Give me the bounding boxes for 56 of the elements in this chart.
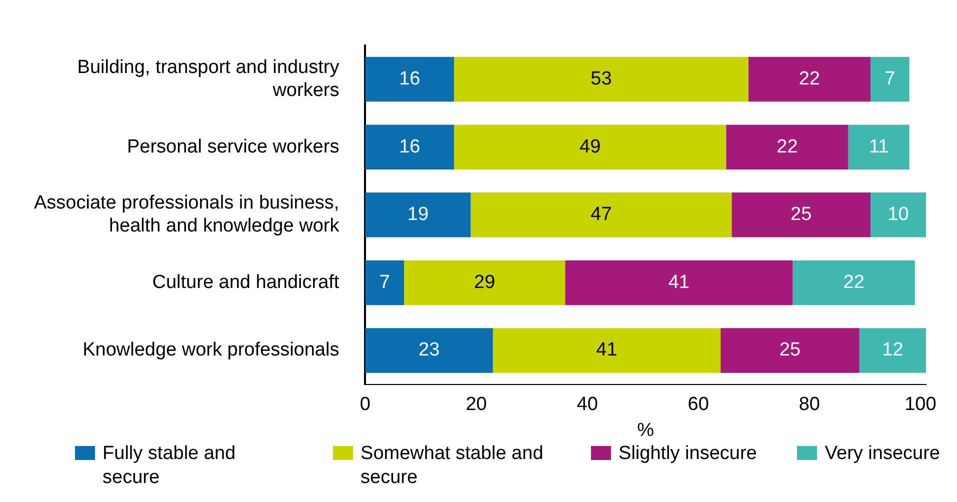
bar (365, 260, 404, 306)
legend-label: Slightly insecure (618, 442, 757, 466)
data-label: 12 (882, 340, 904, 361)
data-label: 47 (590, 204, 612, 226)
data-label: 25 (779, 340, 801, 361)
data-label: 16 (399, 136, 420, 158)
data-label: 22 (776, 136, 798, 158)
bar (720, 328, 860, 373)
bar (565, 260, 793, 306)
bar (859, 328, 926, 373)
bar (732, 192, 870, 238)
legend-label: Somewhat stable and secure (360, 442, 544, 490)
bar (492, 328, 721, 373)
bar (365, 56, 454, 102)
y-tick-label: Building, transport and industry workers (77, 57, 340, 101)
x-tick-label: 60 (688, 394, 709, 416)
bar (848, 124, 910, 170)
data-label: 49 (580, 136, 601, 158)
data-label: 19 (407, 204, 429, 226)
legend-label: Fully stable and secure (102, 442, 237, 490)
y-tick-label: Personal service workers (126, 136, 340, 158)
x-tick-label: 40 (576, 394, 598, 416)
data-label: 41 (668, 272, 690, 293)
data-label: 16 (399, 68, 420, 90)
x-tick-label: 0 (360, 394, 371, 416)
data-label: 7 (884, 68, 896, 90)
x-tick-label: 20 (466, 394, 487, 416)
bar (365, 124, 454, 170)
x-tick-label: 100 (904, 394, 936, 416)
bar (454, 56, 748, 102)
bar (470, 192, 732, 238)
bar (454, 124, 726, 170)
bar (365, 192, 471, 238)
bar (870, 192, 926, 238)
y-tick-label: Culture and handicraft (152, 272, 340, 293)
y-tick-label: Associate professionals in business, health and knowledge work (34, 192, 340, 237)
data-label: 53 (590, 68, 612, 90)
bar (726, 124, 848, 170)
x-axis-title: % (637, 420, 654, 441)
data-label: 22 (843, 272, 864, 293)
data-label: 7 (379, 272, 390, 293)
data-label: 10 (888, 204, 909, 226)
legend-label: Very insecure (824, 442, 940, 466)
x-tick-label: 80 (798, 394, 820, 416)
bar (792, 260, 915, 306)
data-label: 41 (596, 340, 618, 361)
y-tick-label: Knowledge work professionals (82, 340, 340, 361)
bar (748, 56, 870, 102)
data-label: 22 (798, 68, 820, 90)
bar (365, 328, 493, 373)
bar (404, 260, 566, 306)
data-label: 11 (868, 136, 889, 158)
bar (870, 56, 910, 102)
data-label: 29 (474, 272, 496, 293)
data-label: 25 (790, 204, 812, 226)
data-label: 23 (418, 340, 440, 361)
